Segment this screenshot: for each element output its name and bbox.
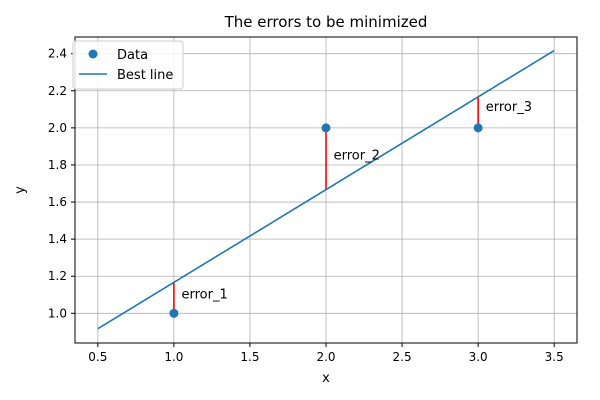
grid [75,37,577,343]
y-tick-label: 1.8 [48,158,67,172]
error-label: error_3 [486,100,532,115]
legend-box [72,40,184,90]
error-annotations: error_1 error_2 error_3 [181,100,531,302]
x-tick-label: 1.0 [164,350,183,364]
data-points [169,123,483,318]
x-tick-label: 2.5 [393,350,412,364]
data-point [473,123,483,133]
y-tick-label: 1.6 [48,195,67,209]
error-label: error_1 [181,287,227,302]
x-axis-label: x [322,371,330,386]
data-point [321,123,331,133]
chart-title: The errors to be minimized [224,13,428,31]
y-tick-label: 1.0 [48,306,67,320]
y-tick-label: 2.0 [48,121,67,135]
x-tick-label: 3.5 [545,350,564,364]
y-tick-label: 2.4 [48,47,67,61]
legend: Data Best line [72,40,184,90]
y-tick-label: 1.2 [48,269,67,283]
best-line-series [97,49,555,330]
y-tick-label: 2.2 [48,84,67,98]
error-lines [173,96,479,314]
legend-label-data: Data [117,48,148,63]
x-tick-label: 1.5 [240,350,259,364]
x-tick-label: 3.0 [469,350,488,364]
legend-label-best-line: Best line [117,68,173,83]
legend-data-marker [88,49,98,59]
error-label: error_2 [334,148,380,163]
y-tick-label: 1.4 [48,232,67,246]
best-line [97,49,555,330]
axis-ticks: 0.5 1.0 1.5 2.0 2.5 3.0 3.5 1.0 1.2 1.4 1.6 1.8 2.0 2… [48,47,564,364]
y-axis-label: y [13,186,28,194]
x-tick-label: 0.5 [88,350,107,364]
data-point [169,308,179,318]
x-tick-label: 2.0 [316,350,335,364]
